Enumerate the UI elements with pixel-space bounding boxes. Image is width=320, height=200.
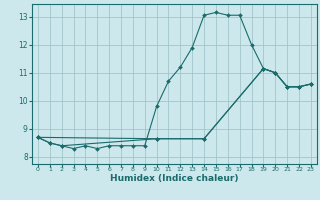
X-axis label: Humidex (Indice chaleur): Humidex (Indice chaleur) — [110, 174, 239, 183]
